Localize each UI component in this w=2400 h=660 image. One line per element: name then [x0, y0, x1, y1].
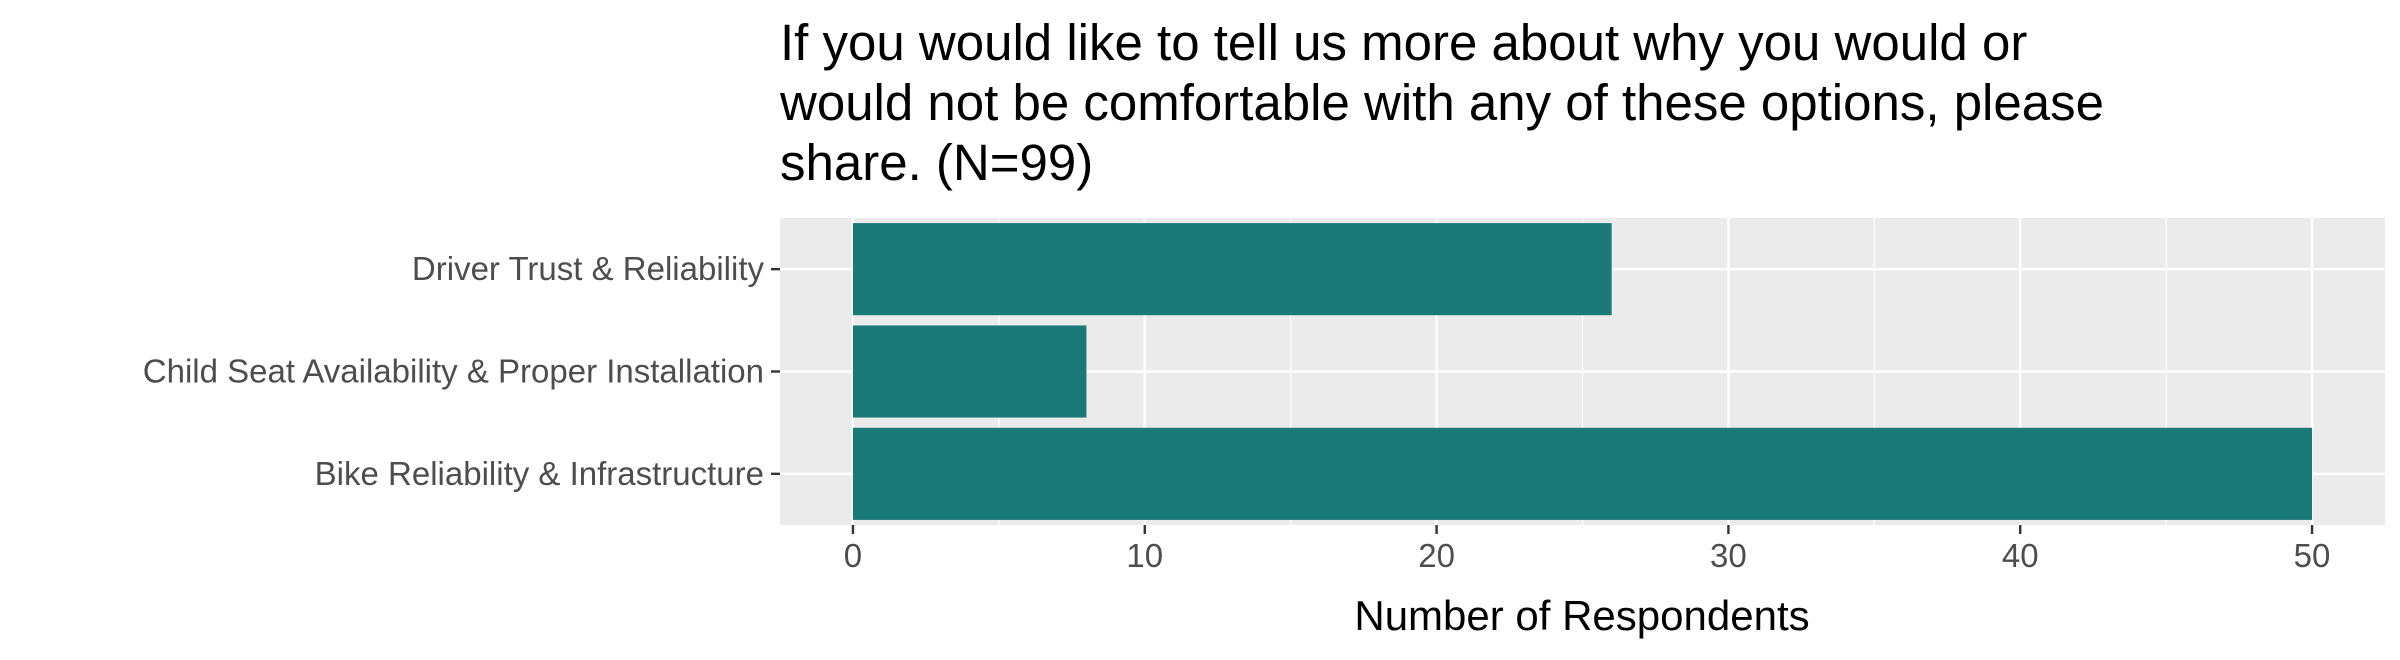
x-axis: 0 10 20 30 40 50	[844, 525, 2331, 574]
chart-title: If you would like to tell us more about …	[779, 14, 2104, 191]
y-tick-label: Child Seat Availability & Proper Install…	[143, 353, 764, 390]
x-tick-label: 40	[2002, 537, 2039, 574]
bar	[852, 325, 1087, 418]
chart-title-line-1: If you would like to tell us more about …	[780, 14, 2027, 71]
bar	[852, 223, 1612, 316]
x-tick-label: 20	[1418, 537, 1455, 574]
x-tick-label: 0	[844, 537, 862, 574]
bars	[852, 223, 2313, 520]
bar	[852, 427, 2313, 520]
y-tick-label: Driver Trust & Reliability	[412, 250, 765, 287]
chart-title-line-3: share. (N=99)	[780, 134, 1093, 191]
x-tick-label: 30	[1710, 537, 1747, 574]
x-axis-title: Number of Respondents	[1354, 592, 1809, 639]
x-tick-label: 50	[2294, 537, 2331, 574]
x-tick-label: 10	[1126, 537, 1163, 574]
y-tick-label: Bike Reliability & Infrastructure	[315, 455, 764, 492]
chart-title-line-2: would not be comfortable with any of the…	[779, 74, 2104, 131]
y-axis: Driver Trust & Reliability Child Seat Ava…	[143, 250, 780, 492]
